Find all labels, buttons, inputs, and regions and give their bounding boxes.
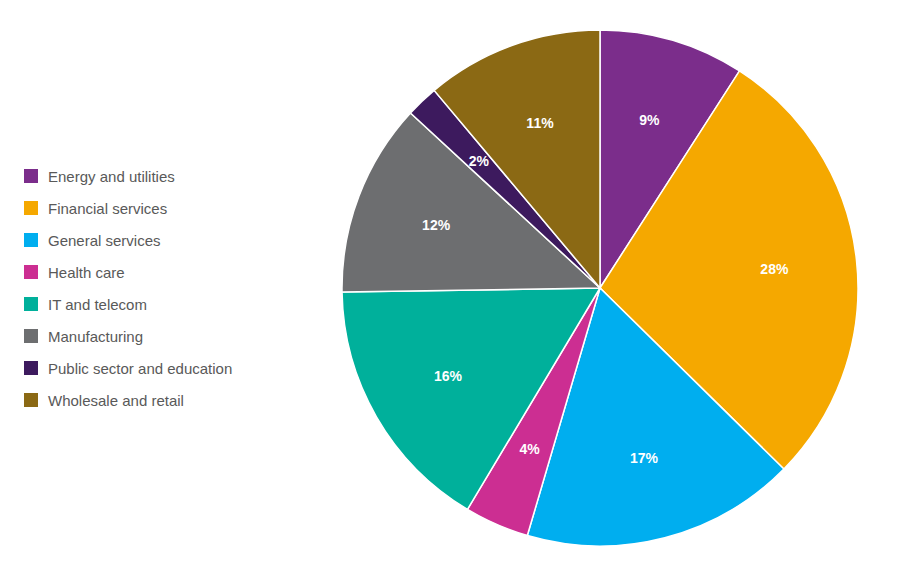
data-label: 28%: [760, 261, 789, 277]
legend-item: IT and telecom: [24, 296, 147, 313]
legend-label: Energy and utilities: [48, 168, 175, 185]
legend-label: Public sector and education: [48, 360, 232, 377]
legend-item: Health care: [24, 264, 125, 281]
legend-swatch: [24, 265, 38, 279]
legend-item: General services: [24, 232, 161, 249]
legend-item: Financial services: [24, 200, 167, 217]
legend-label: Wholesale and retail: [48, 392, 184, 409]
legend-swatch: [24, 393, 38, 407]
legend-swatch: [24, 297, 38, 311]
pie: [342, 30, 858, 546]
legend-item: Energy and utilities: [24, 168, 175, 185]
legend-swatch: [24, 169, 38, 183]
legend-label: IT and telecom: [48, 296, 147, 313]
data-label: 4%: [520, 441, 541, 457]
legend-swatch: [24, 329, 38, 343]
legend: Energy and utilities Financial services Ge…: [24, 168, 232, 409]
data-label: 12%: [422, 217, 451, 233]
legend-item: Public sector and education: [24, 360, 232, 377]
legend-item: Wholesale and retail: [24, 392, 184, 409]
legend-swatch: [24, 233, 38, 247]
legend-label: Health care: [48, 264, 125, 281]
chart: 9% 28% 17% 4% 16% 12% 2% 11% Energy and utilitie…: [0, 0, 900, 576]
legend-label: Financial services: [48, 200, 167, 217]
legend-label: Manufacturing: [48, 328, 143, 345]
data-label: 16%: [434, 368, 463, 384]
pie-slice: [434, 30, 600, 288]
legend-swatch: [24, 361, 38, 375]
legend-swatch: [24, 201, 38, 215]
pie-slice: [342, 288, 600, 509]
legend-label: General services: [48, 232, 161, 249]
data-labels: 9% 28% 17% 4% 16% 12% 2% 11%: [422, 112, 789, 466]
data-label: 9%: [639, 112, 660, 128]
data-label: 17%: [630, 450, 659, 466]
legend-item: Manufacturing: [24, 328, 143, 345]
data-label: 2%: [469, 153, 490, 169]
data-label: 11%: [526, 115, 554, 131]
